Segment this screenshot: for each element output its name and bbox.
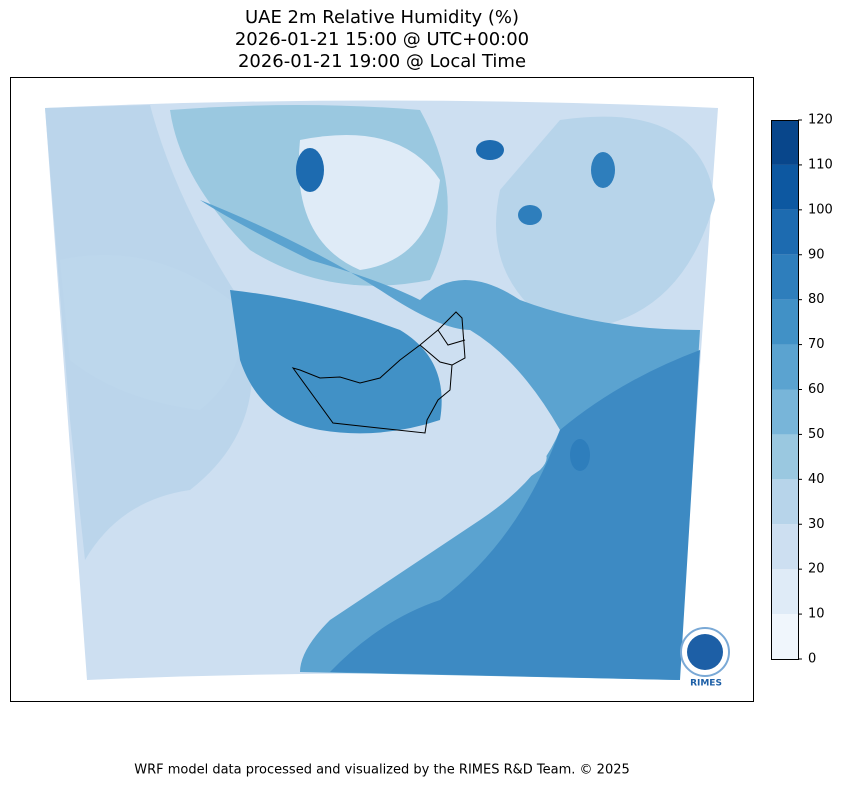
colorbar: 0 10 20 30 40 50 60 70 80 90 100 110 120 [771,113,833,667]
title-line: 2026-01-21 19:00 @ Local Time [238,51,526,72]
colorbar-bin [771,120,798,165]
colorbar-tick-label: 70 [808,337,825,352]
humidity-zone [518,205,542,225]
humidity-zone [570,439,590,471]
colorbar-bin [771,254,798,300]
humidity-zone [330,350,700,680]
colorbar-bin [771,344,798,390]
colorbar-tick-label: 10 [808,607,825,622]
title-line: 2026-01-21 15:00 @ UTC+00:00 [235,29,529,50]
colorbar-tick-label: 60 [808,382,825,397]
humidity-zone [476,140,504,160]
humidity-zone [45,105,253,560]
colorbar-tick-label: 30 [808,517,825,532]
map: RIMES [10,77,754,702]
colorbar-tick-label: 50 [808,427,825,442]
colorbar-tick-label: 100 [808,202,833,217]
footer: WRF model data processed and visualized … [134,763,630,778]
emirate-border [419,329,466,366]
colorbar-tick-label: 20 [808,562,825,577]
humidity-zone [296,148,324,192]
colorbar-bin [771,389,798,435]
uae-border [291,311,466,434]
colorbar-tick-label: 90 [808,247,825,262]
humidity-zone [230,290,442,434]
humidity-zone [298,135,440,270]
colorbar-bin [771,299,798,345]
colorbar-bin [771,209,798,255]
colorbar-tick-label: 120 [808,113,833,128]
humidity-zone [300,437,547,506]
colorbar-tick-label: 40 [808,472,825,487]
logo: RIMES [680,627,730,689]
colorbar-bin [771,434,798,480]
colorbar-tick-label: 110 [808,157,833,172]
colorbar-tick-label: 80 [808,292,825,307]
humidity-zone [496,116,715,331]
logo-text: RIMES [690,679,722,689]
colorbar-bin [771,614,798,659]
colorbar-bin [771,479,798,525]
colorbar-bin [771,164,798,210]
colorbar-bin [771,569,798,615]
humidity-zone [591,152,615,188]
title-line: UAE 2m Relative Humidity (%) [245,7,519,28]
colorbar-bin [771,524,798,570]
logo-disc [687,634,723,670]
colorbar-tick-label: 0 [808,652,816,667]
